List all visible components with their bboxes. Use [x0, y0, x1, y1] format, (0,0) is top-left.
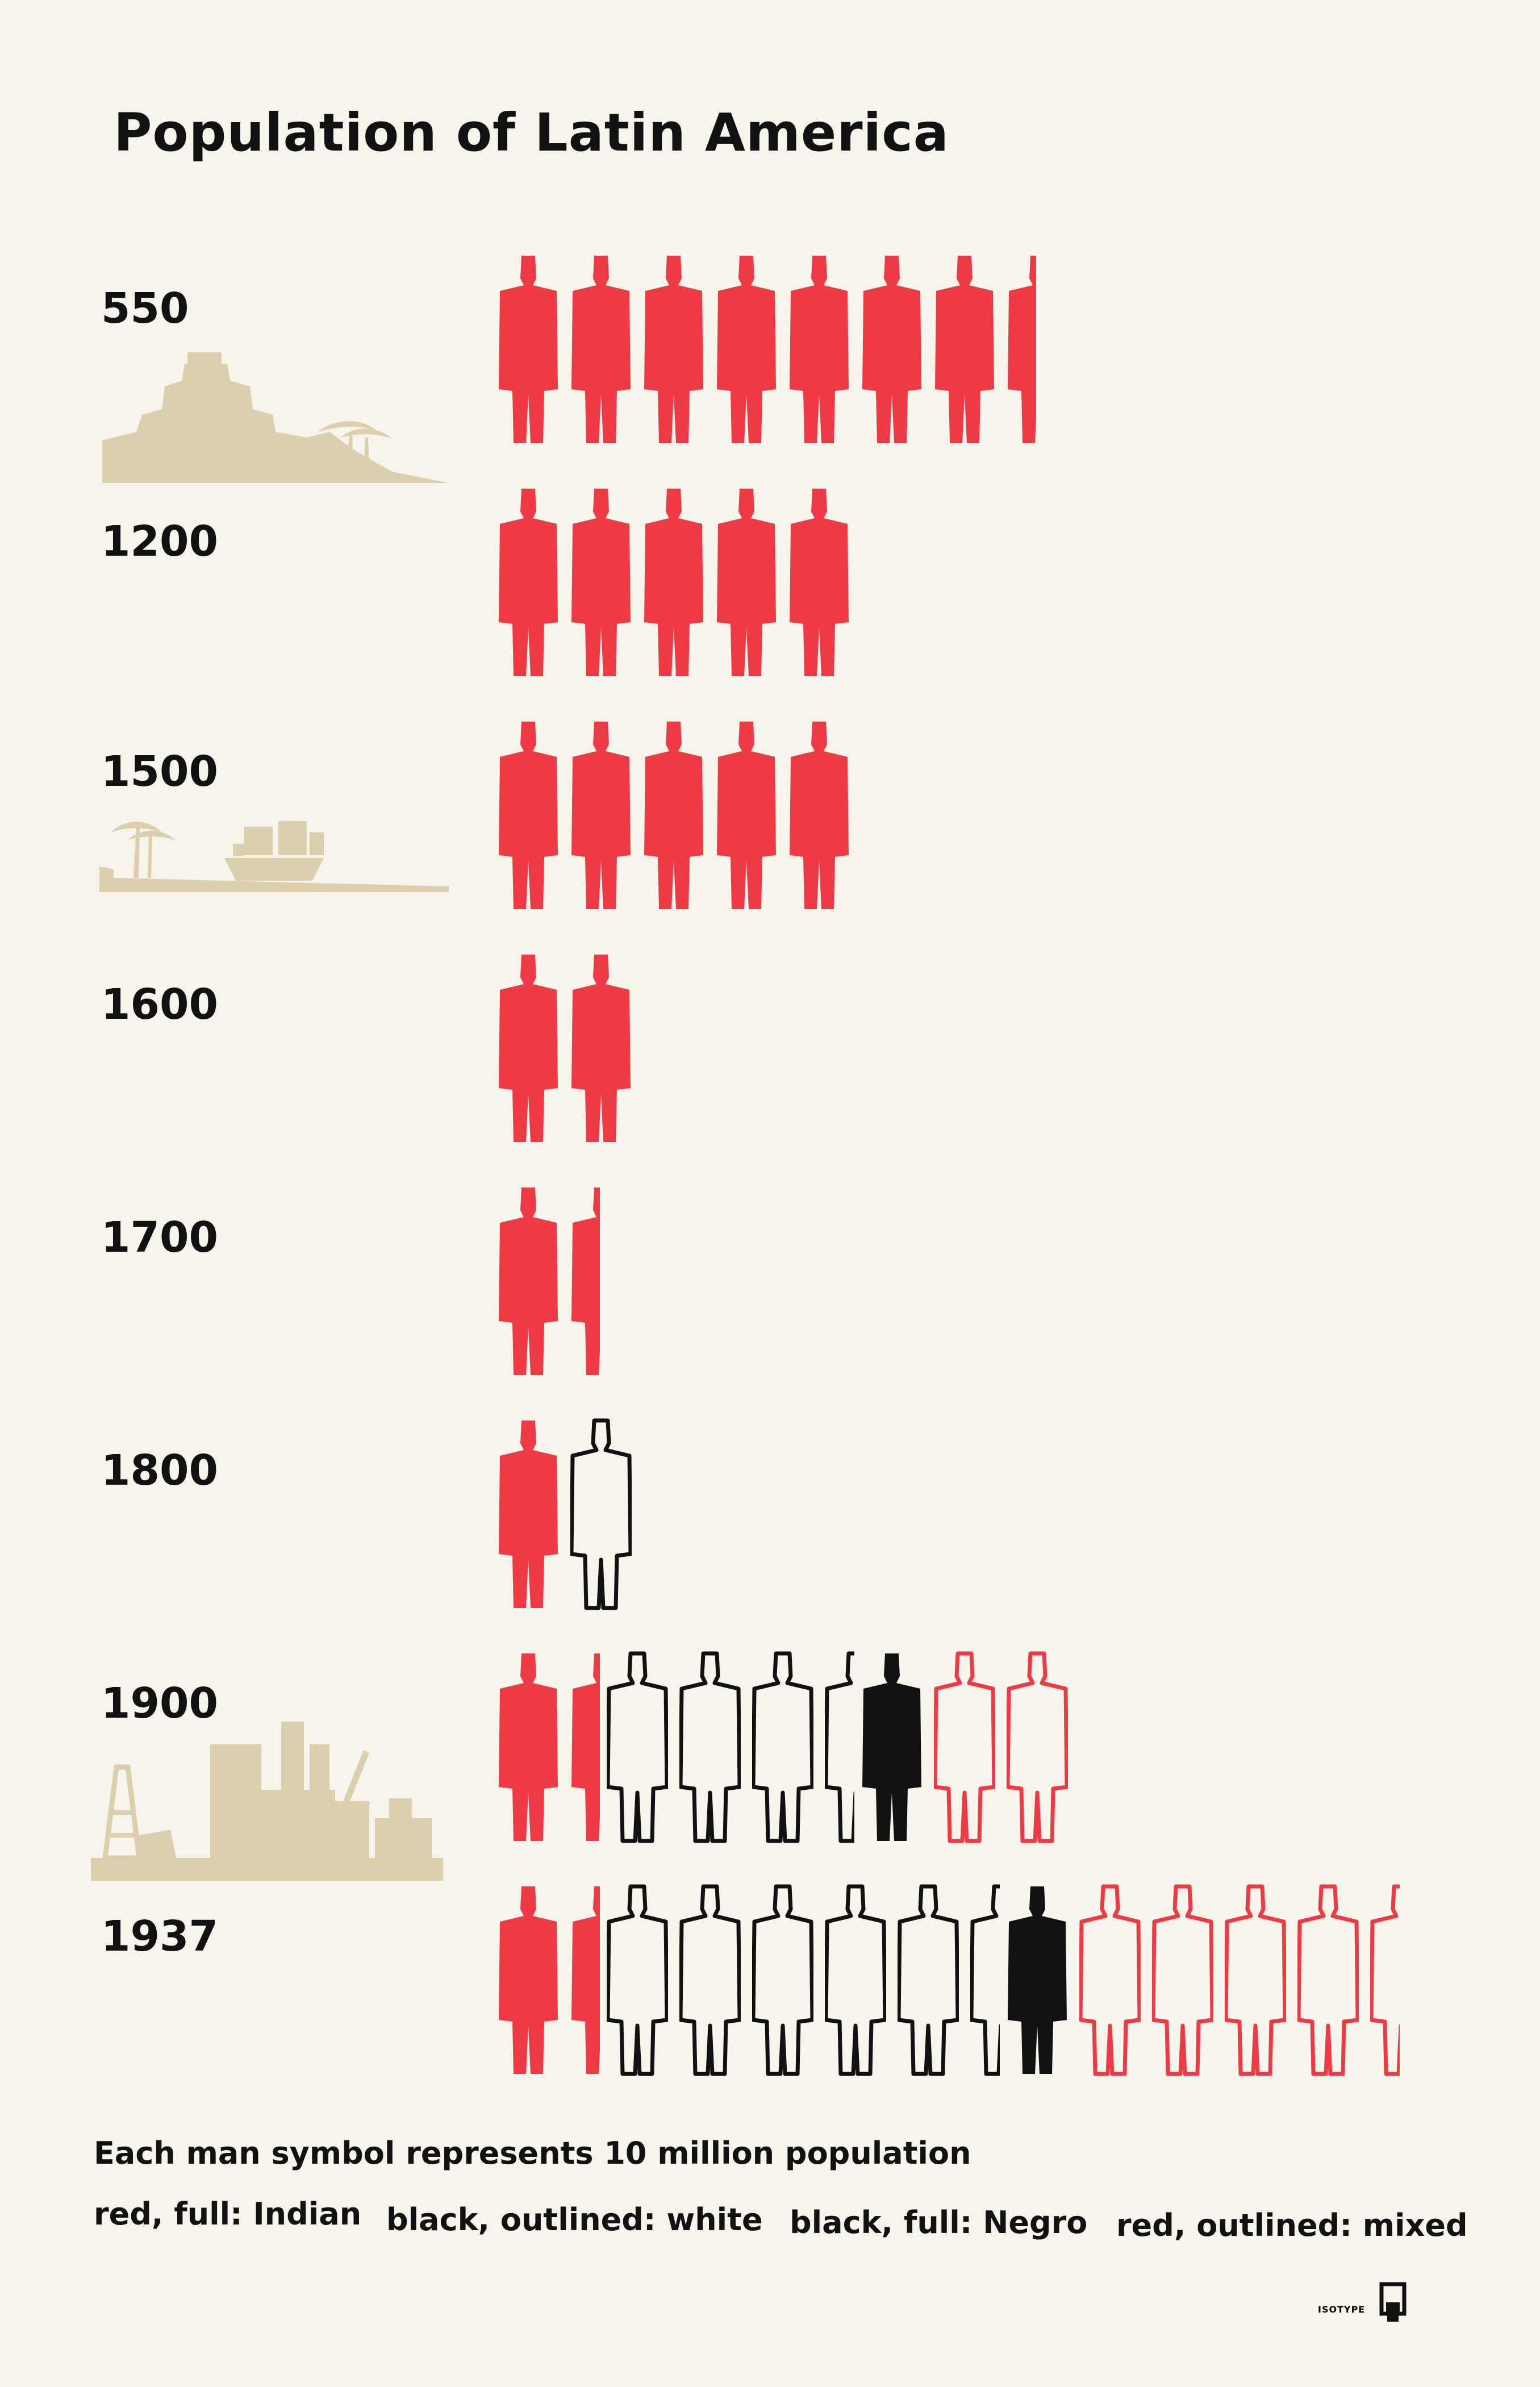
man-symbol-indian [571, 489, 631, 676]
man-symbol-mixed [934, 1651, 995, 1843]
man-symbol-indian [571, 1188, 600, 1375]
man-symbol-mixed [1152, 1884, 1213, 2076]
man-symbol-white [607, 1651, 668, 1843]
man-symbol-indian [571, 722, 631, 909]
man-symbol-indian [1008, 256, 1036, 443]
pictogram-row-1700 [499, 1188, 600, 1375]
man-symbol-indian [571, 955, 631, 1142]
year-label-1800: 1800 [101, 1446, 218, 1495]
year-label-1500: 1500 [101, 747, 218, 796]
man-symbol-white [570, 1418, 632, 1610]
year-label-1200: 1200 [101, 517, 218, 566]
pictogram-row-550 [499, 256, 1036, 443]
man-symbol-indian [862, 256, 921, 443]
industry-illustration [91, 1722, 443, 1881]
unit-note: Each man symbol represents 10 million po… [94, 2135, 971, 2171]
man-symbol-mixed [1370, 1884, 1400, 2076]
man-symbol-indian [571, 1886, 600, 2074]
man-symbol-indian [499, 955, 558, 1142]
man-symbol-indian [499, 489, 558, 676]
man-symbol-mixed [1225, 1884, 1286, 2076]
man-symbol-indian [790, 489, 849, 676]
man-symbol-indian [499, 256, 558, 443]
man-symbol-white [679, 1884, 741, 2076]
man-symbol-negro [862, 1653, 921, 1841]
year-label-550: 550 [101, 284, 189, 333]
man-symbol-indian [717, 256, 776, 443]
man-symbol-white [970, 1884, 1000, 2076]
man-symbol-white [898, 1884, 959, 2076]
pictogram-row-1800 [499, 1418, 632, 1610]
man-symbol-indian [935, 256, 994, 443]
isotype-logo: ISOTYPE [1318, 2267, 1432, 2332]
man-symbol-indian [644, 256, 703, 443]
man-symbol-indian [571, 256, 631, 443]
man-symbol-indian [717, 722, 776, 909]
man-symbol-indian [499, 1420, 558, 1608]
year-label-1937: 1937 [101, 1912, 218, 1961]
man-symbol-indian [499, 1653, 558, 1841]
legend-mixed: red, outlined: mixed [1116, 2207, 1468, 2243]
pyramid-illustration [102, 352, 449, 483]
man-symbol-indian [790, 722, 849, 909]
man-symbol-mixed [1079, 1884, 1141, 2076]
man-symbol-white [679, 1651, 741, 1843]
man-symbol-indian [571, 1653, 600, 1841]
year-label-1900: 1900 [101, 1679, 218, 1728]
man-symbol-indian [790, 256, 849, 443]
isotype-icon [1379, 2282, 1407, 2322]
man-symbol-indian [499, 1886, 558, 2074]
pictogram-row-1500 [499, 722, 849, 909]
man-symbol-white [825, 1884, 886, 2076]
legend-indian: red, full: Indian [94, 2196, 362, 2232]
man-symbol-indian [499, 1188, 558, 1375]
man-symbol-indian [499, 722, 558, 909]
pictogram-row-1200 [499, 489, 849, 676]
man-symbol-mixed [1297, 1884, 1359, 2076]
isotype-wordmark: ISOTYPE [1318, 2304, 1365, 2315]
year-label-1700: 1700 [101, 1213, 218, 1262]
man-symbol-white [607, 1884, 668, 2076]
chart-title: Population of Latin America [114, 102, 949, 163]
man-symbol-indian [644, 489, 703, 676]
year-label-1600: 1600 [101, 980, 218, 1029]
man-symbol-white [752, 1884, 813, 2076]
ship-coast-illustration [99, 821, 449, 892]
pictogram-row-1900 [499, 1651, 1068, 1843]
man-symbol-white [752, 1651, 813, 1843]
man-symbol-negro [1008, 1886, 1067, 2074]
man-symbol-white [825, 1651, 854, 1843]
pictogram-row-1600 [499, 955, 631, 1142]
man-symbol-indian [644, 722, 703, 909]
man-symbol-indian [717, 489, 776, 676]
pictogram-row-1937 [499, 1884, 1400, 2076]
legend-white: black, outlined: white [386, 2202, 763, 2238]
man-symbol-mixed [1007, 1651, 1068, 1843]
legend-negro: black, full: Negro [790, 2205, 1088, 2240]
